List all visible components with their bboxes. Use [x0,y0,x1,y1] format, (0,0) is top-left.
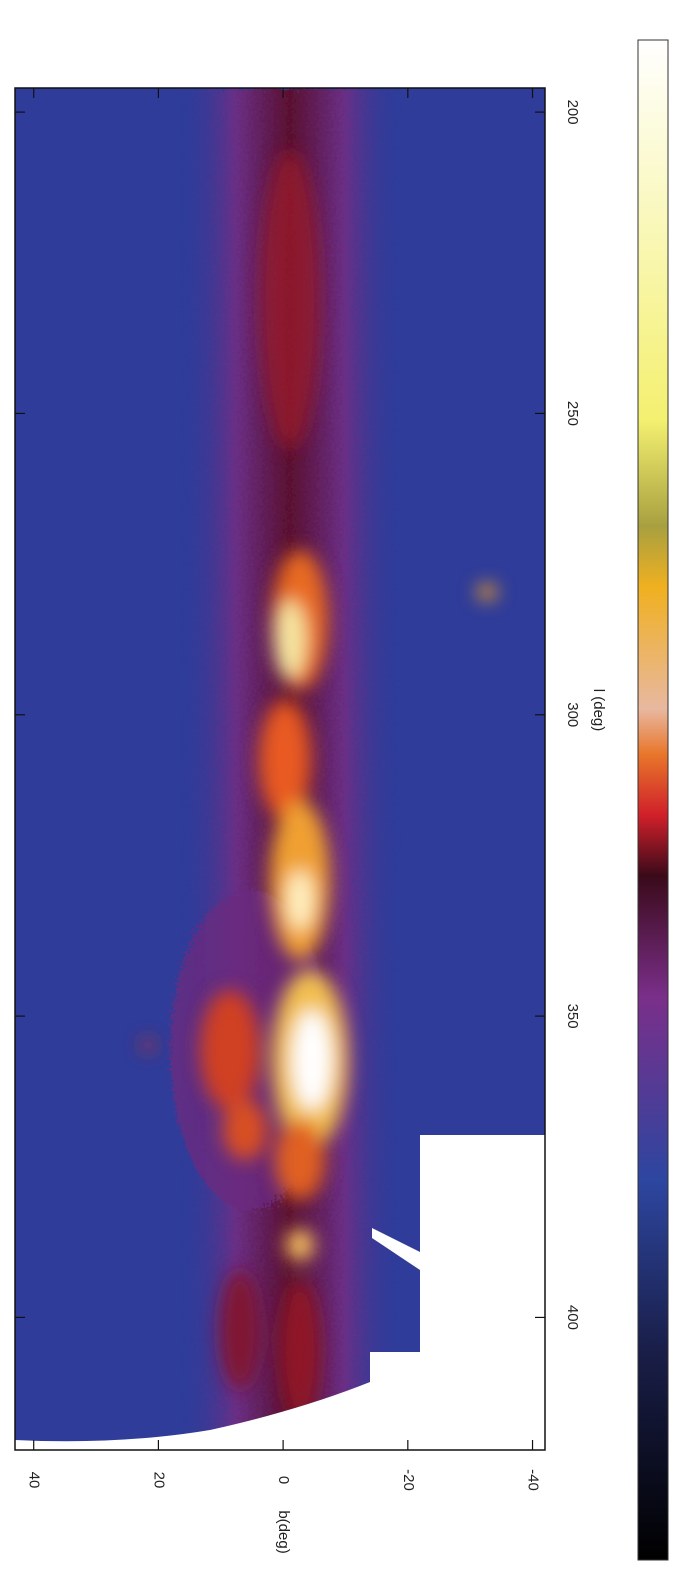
x-tick-label: 400 [564,1305,581,1330]
y-tick-label: -40 [525,1469,542,1491]
sky-image [15,88,545,1450]
y-tick-label: 40 [26,1472,43,1489]
y-tick-label: 20 [150,1472,167,1489]
x-tick-label: 300 [564,702,581,727]
plot-frame [14,87,546,1451]
x-tick-label: 200 [564,100,581,125]
x-tick-label: 350 [564,1004,581,1029]
x-axis-label: l (deg) [590,689,607,732]
x-tick-label: 250 [564,401,581,426]
y-tick-label: 0 [275,1476,292,1484]
y-axis-label: b(deg) [275,1510,292,1553]
colorbar [637,39,669,1561]
y-tick-label: -20 [400,1469,417,1491]
